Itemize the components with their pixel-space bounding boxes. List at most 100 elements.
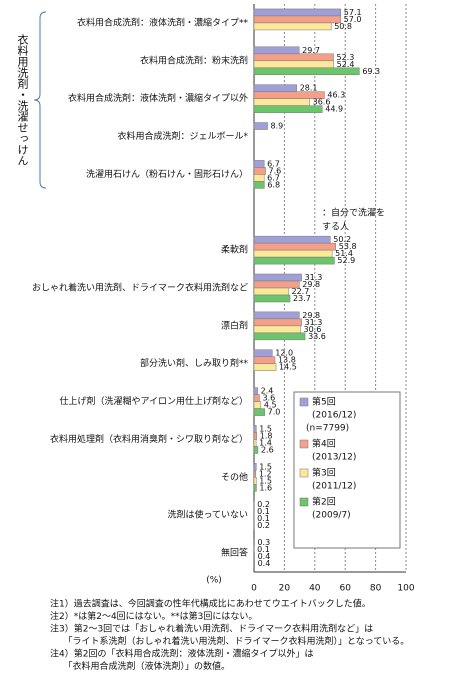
legend-label: 第5回: [312, 396, 336, 408]
value-label: 46.3: [327, 91, 345, 100]
legend-period: (2011/12): [312, 482, 356, 492]
note: 注1）過去調査は、今回調査の性年代構成比にあわせてウエイトバックした値。: [50, 598, 371, 610]
note: 注4）第2回の「衣料用合成洗剤：液体洗剤・濃縮タイプ以外」は: [50, 648, 313, 660]
bar: [253, 332, 306, 341]
bar: [253, 46, 300, 55]
bar: [253, 294, 291, 303]
value-label: 1.5: [259, 424, 272, 433]
value-label: 28.1: [300, 84, 318, 93]
legend-box: [293, 391, 401, 549]
bar: [253, 8, 342, 17]
y-tick-label: 無回答: [221, 547, 248, 559]
value-label: 6.7: [267, 173, 280, 182]
y-tick-label: 衣料用合成洗剤：ジェルボール*: [117, 130, 248, 142]
y-tick-label: 衣料用合成洗剤：液体洗剤・濃縮タイプ以外: [68, 92, 248, 104]
value-label: 1.2: [259, 469, 272, 478]
bar: [253, 242, 337, 251]
value-label: 1.5: [259, 476, 272, 485]
value-label: 33.6: [308, 332, 326, 341]
group-label: 衣料用洗剤・洗濯せっけん: [16, 33, 29, 166]
y-tick-label: 部分洗い剤、しみ取り剤**: [140, 357, 249, 369]
bar: [253, 174, 265, 182]
y-tick-label: その他: [221, 471, 248, 483]
bar: [253, 408, 265, 416]
bar: [253, 98, 310, 106]
value-label: 50.8: [334, 22, 352, 31]
bar: [253, 387, 258, 395]
x-axis-label: (%): [206, 576, 222, 586]
value-label: 0.4: [258, 559, 271, 568]
note: 「ライト系洗剤（おしゃれ着洗い用洗剤、ドライマーク衣料用洗剤）」となっている。: [50, 635, 409, 647]
value-label: 14.5: [279, 363, 297, 372]
value-label: 0.1: [257, 514, 270, 523]
bar: [253, 425, 257, 433]
x-tick-label: 20: [279, 584, 291, 594]
value-label: 1.6: [259, 483, 272, 492]
x-tick-label: 80: [370, 584, 382, 594]
value-label: 0.1: [257, 545, 270, 554]
bar: [253, 249, 333, 258]
y-tick-label: 洗剤は使っていない: [167, 509, 248, 521]
legend-n: (n=7799): [306, 424, 349, 434]
legend-swatch: [299, 397, 309, 407]
legend-period: (2016/12): [312, 411, 356, 421]
y-tick-label: おしゃれ着洗い用洗剤、ドライマーク衣料用洗剤など: [32, 282, 248, 294]
bar: [253, 167, 266, 175]
bar: [253, 463, 257, 471]
bar: [253, 273, 302, 282]
value-label: 6.8: [267, 180, 280, 189]
group-bracket: [33, 11, 47, 189]
y-tick-label: 仕上げ剤（洗濯糊やアイロン用仕上げ剤など）: [59, 395, 248, 407]
y-tick-label: 衣料用処理剤（衣料用消臭剤・シワ取り剤など）: [50, 433, 248, 445]
bar: [253, 22, 332, 31]
value-label: 30.6: [304, 325, 322, 334]
bar: [253, 53, 334, 62]
x-tick-label: 60: [339, 584, 351, 594]
bar: [253, 122, 268, 130]
value-label: 52.4: [337, 60, 355, 69]
bar: [253, 160, 265, 168]
bar: [253, 401, 262, 409]
value-label: 52.9: [337, 256, 355, 265]
value-label: 31.3: [305, 273, 323, 282]
bar: [253, 325, 301, 334]
value-label: 57.0: [344, 15, 362, 24]
value-label: 53.8: [339, 242, 357, 251]
legend-label: 第3回: [312, 467, 336, 479]
value-label: 2.6: [261, 445, 274, 454]
value-label: 7.0: [268, 408, 281, 417]
value-label: 0.2: [257, 521, 270, 530]
legend-swatch: [299, 439, 309, 449]
x-tick-label: 0: [251, 584, 257, 594]
bar: [253, 287, 289, 296]
bar: [253, 15, 341, 24]
y-tick-label: 衣料用合成洗剤：粉末洗剤: [140, 54, 248, 66]
bar: [253, 363, 277, 371]
y-tick-label: 柔軟剤: [221, 244, 248, 256]
value-label: 44.9: [325, 105, 343, 114]
note: 注2）*は第2～4回にはない。**は第3回にはない。: [50, 610, 257, 622]
legend-period: (2009/7): [312, 511, 351, 521]
value-label: 23.7: [293, 294, 311, 303]
bar: [253, 470, 257, 478]
bar: [253, 439, 257, 447]
value-label: 0.1: [257, 507, 270, 516]
bar: [253, 84, 297, 92]
value-label: 52.3: [336, 53, 354, 62]
legend-swatch: [299, 468, 309, 478]
value-label: 7.6: [269, 166, 282, 175]
bar: [253, 552, 255, 561]
bar: [253, 235, 331, 244]
value-label: 57.1: [344, 8, 362, 17]
value-label: 51.4: [335, 249, 353, 258]
value-label: 1.4: [259, 438, 272, 447]
x-tick-label: 100: [397, 584, 414, 594]
value-label: 29.8: [302, 311, 320, 320]
value-label: 31.3: [305, 318, 323, 327]
bar: [253, 181, 265, 189]
bar: [253, 318, 302, 327]
value-label: 29.7: [302, 46, 320, 55]
note: 「衣料用合成洗剤（液体洗剤）」の数値。: [50, 660, 230, 672]
value-label: 0.2: [257, 500, 270, 509]
bar: [253, 484, 257, 492]
